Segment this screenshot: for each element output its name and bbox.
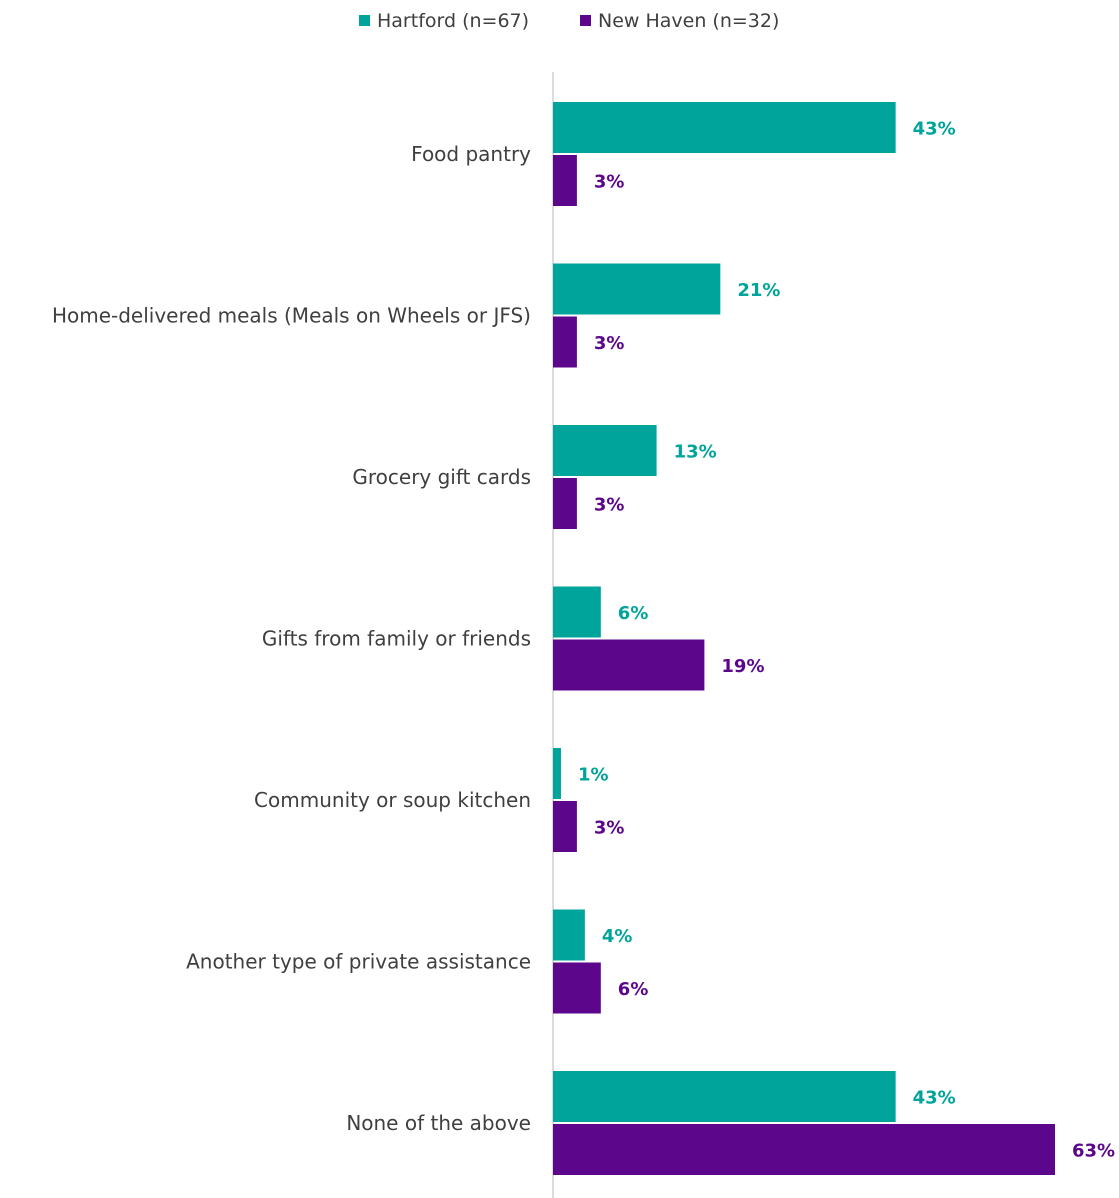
value-label: 3% [594, 818, 625, 839]
bar-new-haven [553, 478, 577, 529]
value-label: 63% [1072, 1141, 1115, 1162]
value-label: 3% [594, 333, 625, 354]
category-labels: Food pantry Home-delivered meals (Meals o… [52, 142, 531, 1135]
value-label: 3% [594, 495, 625, 516]
value-label: 19% [721, 656, 764, 677]
bar-hartford [553, 102, 896, 153]
bar-new-haven [553, 639, 705, 691]
bar-hartford [553, 586, 601, 638]
legend: Hartford (n=67) New Haven (n=32) [359, 10, 779, 32]
bar-new-haven [553, 316, 577, 368]
bar-new-haven [553, 962, 601, 1014]
value-label: 13% [674, 442, 717, 463]
bar-new-haven [553, 1124, 1055, 1175]
legend-swatch-2 [580, 15, 591, 26]
category-label: Another type of private assistance [186, 950, 531, 974]
value-label: 6% [618, 979, 649, 1000]
category-label: None of the above [346, 1111, 531, 1135]
value-label: 3% [594, 172, 625, 193]
value-label: 21% [737, 280, 780, 301]
category-label: Gifts from family or friends [262, 627, 531, 651]
legend-label-1: Hartford (n=67) [377, 10, 529, 32]
bars [553, 102, 1055, 1175]
bar-new-haven [553, 155, 577, 206]
value-label: 1% [578, 765, 609, 786]
value-label: 6% [618, 603, 649, 624]
bar-hartford [553, 425, 657, 476]
bar-hartford [553, 748, 561, 799]
value-labels: 43% 3% 21% 3% 13% 3% 6% 19% 1% 3% 4% 6% 43% 63% [578, 119, 1115, 1162]
bar-hartford [553, 1071, 896, 1122]
category-label: Food pantry [411, 142, 531, 166]
legend-swatch-1 [359, 15, 370, 26]
value-label: 43% [913, 1088, 956, 1109]
bar-hartford [553, 909, 585, 961]
category-label: Grocery gift cards [352, 465, 531, 489]
legend-label-2: New Haven (n=32) [598, 10, 779, 32]
value-label: 43% [913, 119, 956, 140]
category-label: Community or soup kitchen [254, 788, 531, 812]
value-label: 4% [602, 926, 633, 947]
bar-new-haven [553, 801, 577, 852]
category-label: Home-delivered meals (Meals on Wheels or… [52, 304, 531, 328]
bar-hartford [553, 263, 721, 315]
